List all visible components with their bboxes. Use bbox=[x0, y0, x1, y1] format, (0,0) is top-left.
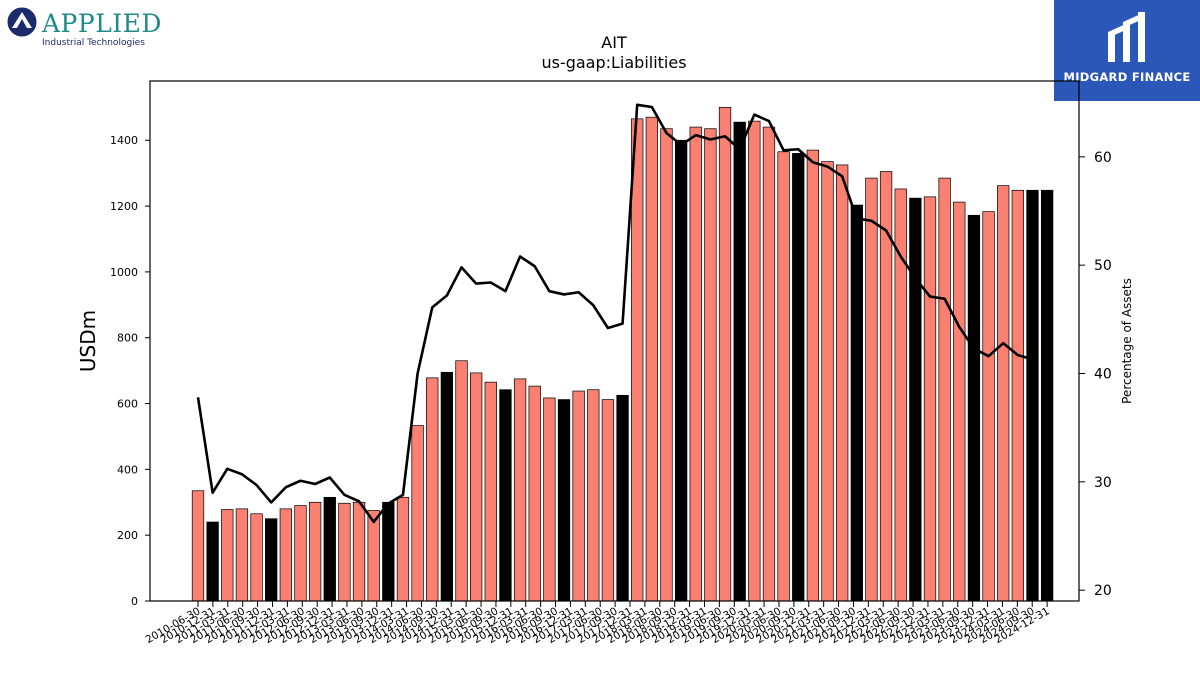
bar bbox=[953, 201, 966, 602]
bar bbox=[279, 508, 292, 602]
left-y-axis: 0 200 400 600 800 1000 1200 1400 bbox=[110, 134, 150, 608]
y-tick-label: 200 bbox=[117, 529, 138, 542]
midgard-logo: MIDGARD FINANCE bbox=[1054, 0, 1200, 101]
bar bbox=[762, 126, 776, 602]
bar bbox=[850, 204, 863, 602]
bar-series bbox=[191, 106, 1054, 602]
bar bbox=[250, 513, 263, 602]
y-tick-label: 600 bbox=[117, 398, 138, 411]
bar bbox=[704, 128, 717, 602]
bar bbox=[1026, 189, 1039, 602]
y-tick-label: 1000 bbox=[110, 266, 138, 279]
bar bbox=[352, 501, 366, 602]
applied-brand-text: APPLIED bbox=[42, 9, 162, 38]
bar bbox=[338, 502, 351, 602]
bar bbox=[513, 378, 527, 602]
y-tick-label: 1200 bbox=[110, 200, 138, 213]
bar bbox=[982, 211, 995, 602]
chart-title: AIT bbox=[601, 33, 627, 52]
bar bbox=[631, 118, 644, 602]
bar bbox=[967, 214, 981, 602]
bar bbox=[440, 371, 454, 602]
bar bbox=[470, 372, 483, 602]
bar bbox=[689, 126, 702, 602]
percentage-line bbox=[196, 103, 1033, 524]
bar bbox=[308, 501, 322, 602]
bar bbox=[660, 128, 673, 602]
y2-tick-label: 40 bbox=[1094, 367, 1112, 383]
bar bbox=[235, 508, 249, 602]
bar bbox=[543, 397, 556, 602]
bar bbox=[557, 399, 571, 602]
y2-tick-label: 30 bbox=[1094, 475, 1112, 491]
bar bbox=[909, 197, 922, 602]
y-axis-label: USDm bbox=[76, 310, 100, 372]
bar bbox=[616, 394, 629, 602]
x-axis: 2010-06-302010-12-312011-03-312011-06-30… bbox=[144, 601, 1052, 646]
bar bbox=[806, 149, 820, 602]
applied-logo-icon bbox=[6, 6, 38, 38]
bar bbox=[601, 399, 615, 602]
y2-axis-label: Percentage of Assets bbox=[1120, 278, 1134, 404]
bar bbox=[455, 360, 468, 602]
bar bbox=[484, 381, 497, 602]
bar bbox=[821, 161, 834, 602]
y-tick-label: 0 bbox=[131, 595, 138, 608]
bar bbox=[997, 185, 1010, 602]
bar bbox=[206, 521, 219, 602]
right-y-axis: 20 30 40 50 60 bbox=[1079, 150, 1112, 599]
bar bbox=[367, 510, 380, 602]
bar bbox=[1011, 189, 1024, 602]
bar bbox=[221, 509, 234, 602]
midgard-brand-text: MIDGARD FINANCE bbox=[1063, 70, 1191, 84]
midgard-mark-icon bbox=[1108, 12, 1145, 62]
bar bbox=[265, 518, 278, 602]
bar bbox=[645, 116, 658, 602]
bar bbox=[777, 151, 790, 602]
bar bbox=[426, 377, 439, 602]
bar bbox=[733, 121, 746, 602]
bar bbox=[382, 501, 395, 602]
bar bbox=[587, 389, 600, 602]
plot-frame bbox=[149, 80, 1080, 602]
bar bbox=[572, 390, 585, 602]
bar bbox=[836, 164, 849, 602]
applied-logo: APPLIED Industrial Technologies bbox=[6, 6, 166, 50]
line-series bbox=[196, 103, 1033, 524]
bar bbox=[718, 106, 732, 602]
y-tick-label: 400 bbox=[117, 463, 138, 476]
bar bbox=[294, 505, 307, 602]
bar bbox=[1040, 189, 1054, 602]
y2-tick-label: 20 bbox=[1094, 583, 1112, 599]
y-tick-label: 800 bbox=[117, 332, 138, 345]
bar bbox=[865, 177, 878, 602]
bar bbox=[674, 139, 688, 602]
bar bbox=[528, 385, 541, 602]
bar bbox=[323, 496, 336, 602]
y-tick-label: 1400 bbox=[110, 134, 138, 147]
y2-tick-label: 50 bbox=[1094, 258, 1112, 274]
bar bbox=[191, 490, 205, 602]
bar bbox=[411, 425, 424, 602]
chart-subtitle: us-gaap:Liabilities bbox=[541, 53, 686, 72]
bar bbox=[748, 120, 761, 602]
bar bbox=[792, 153, 805, 602]
bar bbox=[396, 496, 410, 602]
bar bbox=[923, 196, 937, 602]
applied-tagline: Industrial Technologies bbox=[42, 38, 145, 48]
y2-tick-label: 60 bbox=[1094, 150, 1112, 166]
bar bbox=[938, 177, 951, 602]
bar bbox=[499, 389, 512, 602]
